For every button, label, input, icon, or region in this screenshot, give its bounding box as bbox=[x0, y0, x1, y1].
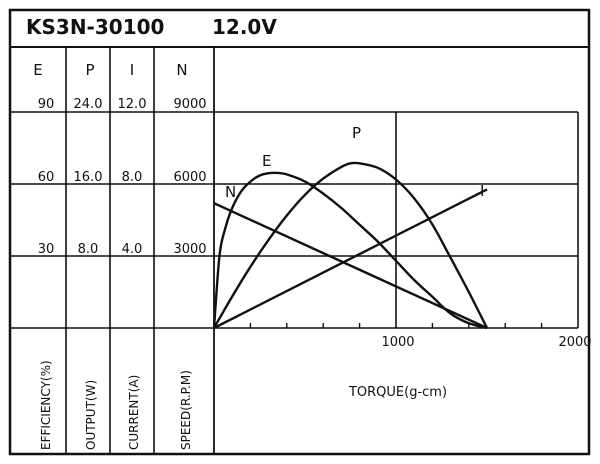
x-tick-2000: 2000 bbox=[558, 335, 591, 350]
tick-current-12: 12.0 bbox=[118, 97, 147, 112]
tick-speed-3000: 3000 bbox=[173, 242, 206, 257]
tick-efficiency-90: 90 bbox=[38, 97, 55, 112]
axis-name-output: OUTPUT(W) bbox=[84, 380, 98, 450]
curve-P bbox=[212, 161, 489, 329]
curve-label-P: P bbox=[352, 124, 361, 142]
outer-frame bbox=[8, 8, 591, 456]
curve-label-E: E bbox=[262, 152, 271, 170]
curve-E bbox=[212, 171, 488, 330]
tick-output-8: 8.0 bbox=[78, 242, 99, 257]
x-axis-label: TORQUE(g-cm) bbox=[348, 385, 447, 400]
curve-label-N: N bbox=[225, 183, 236, 201]
tick-current-8: 8.0 bbox=[122, 170, 143, 185]
tick-efficiency-30: 30 bbox=[38, 242, 55, 257]
tick-current-4: 4.0 bbox=[122, 242, 143, 257]
axis-name-efficiency: EFFICIENCY(%) bbox=[39, 360, 53, 450]
tick-output-24: 24.0 bbox=[74, 97, 103, 112]
header-output: P bbox=[85, 61, 94, 79]
curve-I bbox=[213, 188, 488, 330]
tick-efficiency-60: 60 bbox=[38, 170, 55, 185]
curve-label-I: I bbox=[480, 182, 484, 200]
axis-name-current: CURRENT(A) bbox=[127, 375, 141, 450]
tick-speed-9000: 9000 bbox=[173, 97, 206, 112]
header-efficiency: E bbox=[33, 61, 42, 79]
curve-N bbox=[213, 202, 488, 330]
tick-speed-6000: 6000 bbox=[173, 170, 206, 185]
curve-layer: E P I N bbox=[212, 124, 489, 330]
x-tick-1000: 1000 bbox=[381, 335, 414, 350]
header-speed: N bbox=[176, 61, 187, 79]
axis-name-speed: SPEED(R.P.M) bbox=[179, 370, 193, 450]
tick-output-16: 16.0 bbox=[74, 170, 103, 185]
voltage-label: 12.0V bbox=[212, 15, 277, 39]
header-current: I bbox=[130, 61, 134, 79]
model-title: KS3N-30100 bbox=[26, 15, 164, 39]
